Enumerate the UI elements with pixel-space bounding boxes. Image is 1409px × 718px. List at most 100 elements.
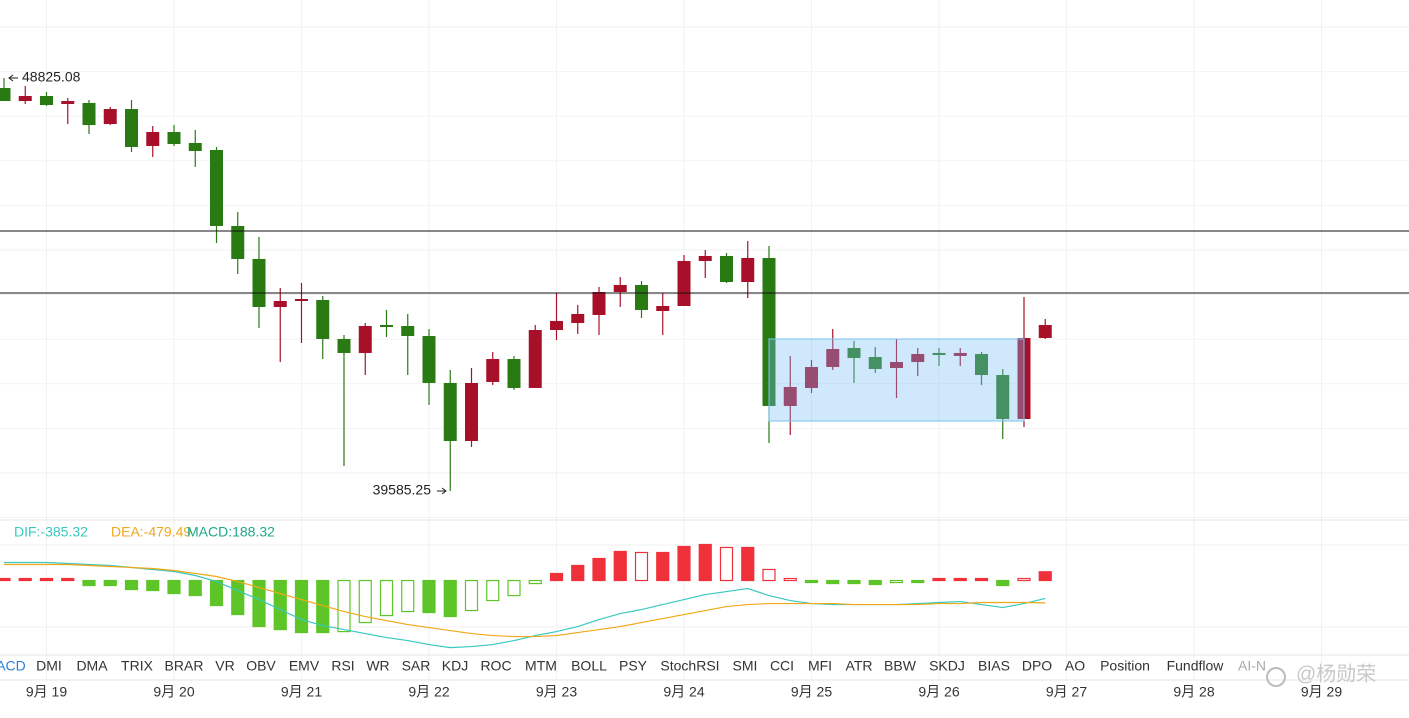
candle-body: [911, 354, 925, 363]
indicator-tab[interactable]: SKDJ: [929, 658, 965, 674]
indicator-tab[interactable]: PSY: [619, 658, 648, 674]
candle-body: [677, 260, 691, 306]
candle-body: [783, 386, 797, 406]
candle-body: [18, 96, 32, 102]
macd-bar: [146, 579, 160, 592]
macd-bar: [39, 577, 54, 582]
macd-bar: [379, 579, 394, 617]
x-tick-label: 9月 26: [918, 684, 959, 700]
candle-body: [40, 96, 53, 105]
candle-body: [103, 109, 117, 124]
indicator-tab[interactable]: KDJ: [442, 658, 468, 674]
macd-bar: [294, 579, 309, 634]
indicator-tab[interactable]: VR: [215, 658, 234, 674]
candle-body: [613, 284, 627, 293]
legend-entry: DIF:-385.32: [14, 524, 88, 540]
macd-bar: [231, 579, 245, 616]
candle-body: [996, 375, 1010, 419]
indicator-tab[interactable]: SAR: [402, 658, 431, 674]
indicator-tab[interactable]: MTM: [525, 658, 557, 674]
x-tick-label: 9月 28: [1173, 684, 1214, 700]
candle-body: [231, 225, 245, 259]
indicator-tab[interactable]: DPO: [1022, 658, 1052, 674]
candle-body: [0, 88, 11, 102]
candle-body: [975, 354, 988, 376]
macd-bar: [996, 579, 1010, 587]
indicator-tab[interactable]: BBW: [884, 658, 917, 674]
indicator-tab[interactable]: AO: [1065, 658, 1085, 674]
watermark-logo: [1266, 667, 1286, 687]
indicator-tab[interactable]: ROC: [480, 658, 511, 674]
candle-body: [273, 300, 287, 307]
macd-bar: [741, 546, 755, 582]
macd-bar: [656, 551, 670, 582]
macd-bar: [932, 577, 946, 582]
legend-entry: MACD:188.32: [187, 524, 275, 540]
candle-body: [358, 325, 372, 353]
indicator-line: [4, 563, 1046, 638]
indicator-tab[interactable]: AI-N: [1238, 658, 1266, 674]
macd-bar: [719, 546, 734, 582]
candle-body: [337, 338, 351, 353]
macd-bar: [889, 579, 904, 584]
arrow: [8, 74, 18, 82]
candle-body: [295, 298, 308, 301]
indicator-tab[interactable]: BOLL: [571, 658, 607, 674]
indicator-tab[interactable]: TRIX: [121, 658, 154, 674]
candle-body: [847, 347, 861, 358]
indicator-tab[interactable]: WR: [366, 658, 389, 674]
indicator-tab[interactable]: StochRSI: [660, 658, 719, 674]
candle-body: [826, 348, 840, 368]
candle-body: [167, 131, 181, 145]
macd-bar: [358, 579, 372, 624]
macd-bar: [486, 579, 500, 602]
candle-body: [486, 359, 500, 382]
macd-bar: [1038, 571, 1052, 582]
macd-bar: [698, 543, 712, 582]
candle-body: [805, 367, 818, 388]
candle-body: [762, 257, 776, 406]
macd-bar: [911, 579, 925, 584]
indicator-tab[interactable]: EMV: [289, 658, 320, 674]
candle-body: [592, 292, 606, 315]
candle-body: [401, 325, 415, 336]
candle-body: [868, 356, 882, 369]
x-tick-label: 9月 19: [26, 684, 67, 700]
indicator-tab[interactable]: RSI: [331, 658, 354, 674]
indicator-tab[interactable]: SMI: [733, 658, 758, 674]
indicator-tab[interactable]: BIAS: [978, 658, 1010, 674]
indicator-tab[interactable]: DMA: [76, 658, 108, 674]
macd-bar: [571, 564, 585, 582]
macd-bar: [252, 579, 266, 628]
indicator-tab[interactable]: OBV: [246, 658, 276, 674]
macd-bar: [188, 579, 202, 597]
macd-bar: [677, 545, 691, 582]
candle-body: [571, 314, 585, 323]
candle-body: [422, 335, 436, 383]
watermark: @杨勋荣: [1296, 662, 1376, 685]
indicator-tab[interactable]: BRAR: [165, 658, 204, 674]
min-label: 39585.25: [373, 482, 432, 498]
macd-bar: [82, 579, 96, 587]
macd-bar: [422, 579, 436, 614]
macd-bar: [592, 557, 606, 582]
indicator-tab[interactable]: CCI: [770, 658, 794, 674]
legend-entry: DEA:-479.49: [111, 524, 191, 540]
indicator-tab[interactable]: DMI: [36, 658, 62, 674]
macd-bar: [613, 550, 627, 582]
x-tick-label: 9月 29: [1301, 684, 1342, 700]
macd-bar: [18, 577, 32, 582]
indicator-tab[interactable]: Fundflow: [1167, 658, 1225, 674]
indicator-tab[interactable]: Position: [1100, 658, 1150, 674]
indicator-tab[interactable]: ATR: [846, 658, 873, 674]
candle-body: [635, 284, 648, 310]
macd-bar: [783, 577, 797, 582]
arrow: [437, 487, 447, 495]
indicator-tab[interactable]: MFI: [808, 658, 832, 674]
indicator-tab[interactable]: ACD: [0, 658, 26, 674]
candle-body: [125, 109, 138, 148]
max-label: 48825.08: [22, 69, 81, 85]
candle-body: [528, 330, 542, 388]
candle-body: [252, 258, 266, 307]
